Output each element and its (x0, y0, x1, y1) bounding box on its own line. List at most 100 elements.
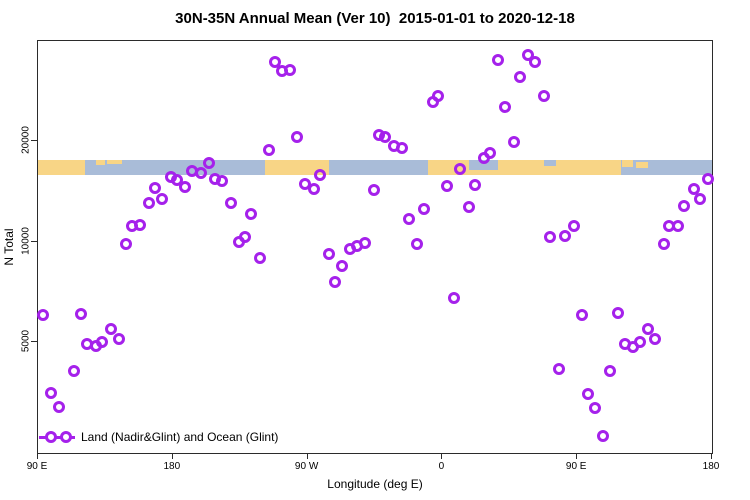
legend-label: Land (Nadir&Glint) and Ocean (Glint) (81, 430, 279, 444)
data-point (52, 401, 65, 414)
data-point (96, 336, 109, 348)
data-point (641, 322, 654, 335)
map-strip-land-patch (635, 161, 648, 168)
data-point (568, 220, 581, 233)
y-tick-label: 5000 (20, 329, 32, 353)
map-strip-ocean-segment (85, 160, 265, 176)
data-point (559, 229, 572, 242)
plot-area (36, 40, 714, 454)
x-tick-mark (171, 453, 173, 459)
map-strip-ocean-segment (328, 160, 429, 176)
data-point (112, 333, 125, 346)
x-tick-mark (576, 453, 578, 459)
data-point (36, 309, 49, 322)
data-point (499, 100, 512, 113)
map-strip-land-patch (622, 160, 633, 168)
data-point (262, 143, 275, 156)
data-point (649, 333, 662, 346)
data-point (581, 388, 594, 401)
data-point (553, 363, 566, 376)
map-strip-land-patch (96, 160, 106, 165)
data-point (589, 402, 602, 415)
data-point (105, 322, 118, 335)
data-point (521, 48, 534, 61)
y-tick-mark (31, 341, 37, 342)
x-tick-label: 180 (702, 461, 720, 472)
data-point (604, 364, 617, 377)
data-point (238, 231, 251, 244)
data-point (178, 180, 191, 193)
data-point (313, 169, 326, 182)
x-tick-mark (711, 453, 712, 459)
land-ocean-map-strip (38, 160, 712, 176)
data-point (544, 231, 557, 244)
x-axis-label: Longitude (deg E) (327, 477, 423, 491)
data-point (336, 259, 349, 272)
data-point (322, 247, 335, 260)
x-tick-label: 0 (438, 461, 445, 472)
data-point (216, 174, 229, 187)
data-point (253, 252, 266, 265)
map-strip-land-patch (106, 160, 122, 165)
data-point (133, 219, 146, 232)
legend: Land (Nadir&Glint) and Ocean (Glint) (39, 429, 278, 445)
data-point (351, 239, 364, 252)
data-point (244, 207, 257, 220)
data-point (611, 307, 624, 320)
data-point (508, 135, 521, 148)
data-point (448, 292, 461, 305)
data-point (410, 238, 423, 251)
data-point (694, 193, 707, 206)
data-point (491, 53, 504, 66)
data-point (403, 212, 416, 225)
data-point (418, 203, 431, 216)
data-point (395, 141, 408, 154)
x-tick-label: 90 E (565, 461, 587, 472)
data-point (575, 309, 588, 322)
data-point (671, 220, 684, 233)
y-tick-label: 10000 (20, 226, 32, 255)
data-point (283, 64, 296, 77)
data-point (328, 276, 341, 289)
data-point (75, 308, 88, 321)
data-point (440, 179, 453, 192)
data-point (379, 130, 392, 143)
data-point (431, 89, 444, 102)
data-point (454, 162, 467, 175)
data-point (529, 55, 542, 68)
map-strip-land-segment (38, 160, 86, 176)
data-point (307, 182, 320, 195)
data-point (291, 130, 304, 143)
data-point (156, 193, 169, 206)
data-point (688, 182, 701, 195)
data-point (701, 172, 714, 185)
y-tick-label: 20000 (20, 126, 32, 154)
data-point (677, 199, 690, 212)
data-point (538, 89, 551, 102)
data-point (202, 156, 215, 169)
data-point (225, 197, 238, 210)
data-point (120, 238, 133, 251)
data-point (469, 178, 482, 191)
data-point (45, 386, 58, 399)
data-point (148, 181, 161, 194)
y-axis-label: N Total (2, 228, 16, 266)
data-point (195, 167, 208, 180)
x-tick-label: 90 E (26, 461, 48, 472)
x-tick-label: 90 W (294, 461, 319, 472)
x-tick-mark (37, 453, 38, 459)
map-strip-ocean-patch (469, 160, 498, 170)
data-point (634, 336, 647, 348)
legend-symbol-icon (39, 431, 75, 443)
data-point (268, 55, 281, 68)
data-point (367, 183, 380, 196)
chart-title: 30N-35N Annual Mean (Ver 10) 2015-01-01 … (175, 10, 575, 27)
data-point (514, 70, 527, 83)
x-tick-mark (306, 453, 308, 459)
data-point (463, 200, 476, 213)
y-tick-mark (31, 240, 37, 242)
map-strip-ocean-patch (544, 160, 557, 166)
data-point (171, 173, 184, 186)
data-point (596, 430, 609, 443)
